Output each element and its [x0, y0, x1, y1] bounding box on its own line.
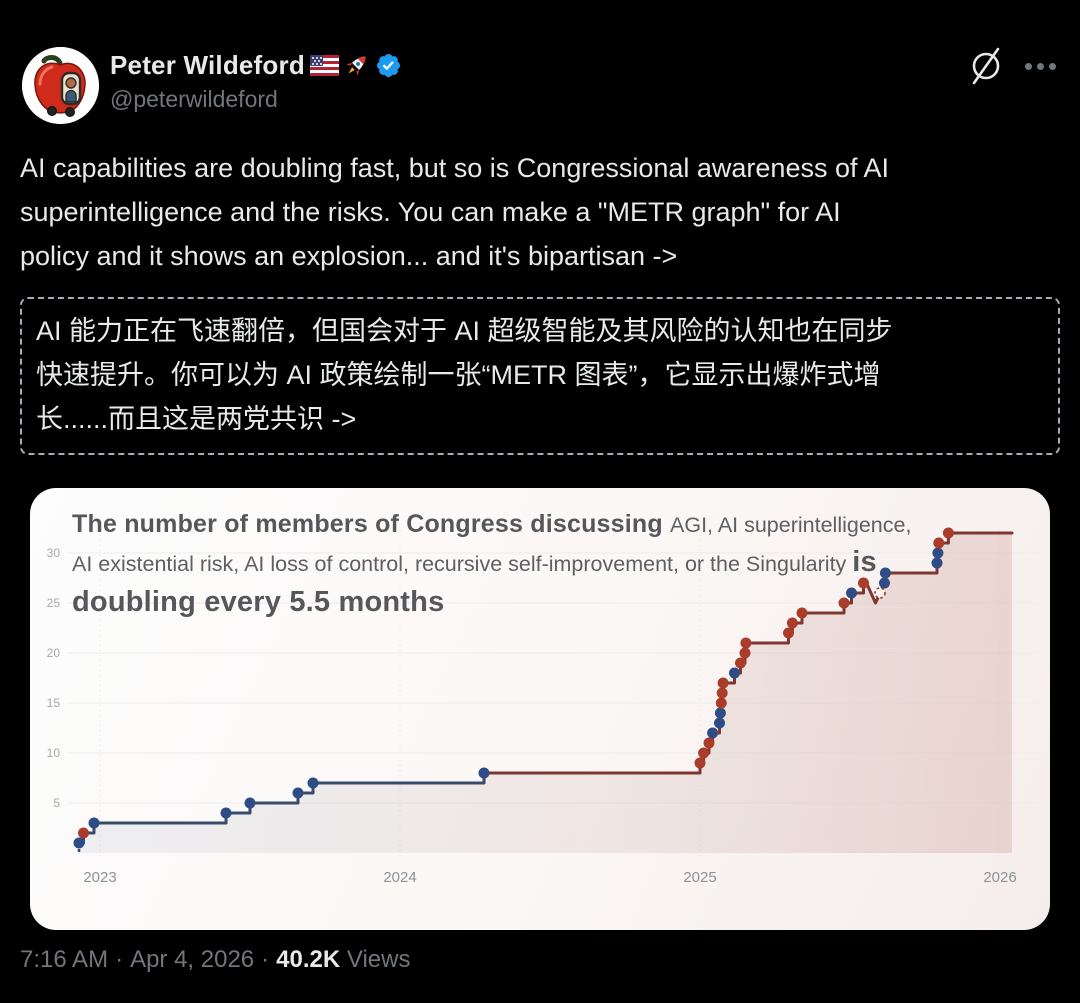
dip-open-marker — [874, 587, 886, 599]
data-point-democrat — [932, 547, 944, 559]
meta-separator: · — [115, 946, 124, 973]
chart-title-text: AGI, AI superintelligence, — [670, 513, 912, 537]
views-count: 40.2K — [276, 946, 341, 973]
more-dot — [1024, 62, 1032, 70]
data-point-republican — [78, 827, 89, 839]
data-point-democrat — [729, 667, 740, 679]
grok-icon — [972, 47, 1000, 85]
data-point-democrat — [714, 717, 725, 729]
data-point-democrat — [220, 807, 232, 819]
avatar[interactable] — [22, 47, 99, 124]
data-point-republican — [698, 747, 710, 759]
tweet-text-line: policy and it shows an explosion... and … — [20, 241, 678, 271]
grok-button[interactable] — [964, 44, 1008, 88]
x-tick-label: 2024 — [383, 869, 416, 886]
data-point-republican — [703, 737, 715, 749]
more-dot — [1036, 62, 1044, 70]
tweet-text-line: superintelligence and the risks. You can… — [20, 197, 841, 227]
tweet-translation-line: AI 能力正在飞速翻倍，但国会对于 AI 超级智能及其风险的认知也在同步 — [36, 316, 893, 346]
views-label: Views — [346, 946, 411, 973]
data-point-democrat — [307, 777, 319, 789]
data-point-republican — [739, 647, 751, 659]
data-point-democrat — [714, 707, 726, 719]
data-point-democrat — [846, 587, 857, 599]
y-tick-label: 25 — [47, 596, 61, 610]
data-point-democrat — [931, 557, 943, 569]
y-tick-label: 20 — [47, 646, 61, 660]
data-point-democrat — [879, 577, 890, 589]
step-line-segment — [482, 761, 702, 775]
y-tick-label: 15 — [47, 696, 61, 710]
step-line-segment — [92, 811, 228, 825]
tweet-text: AI capabilities are doubling fast, but s… — [20, 146, 1066, 278]
step-line-segment — [744, 631, 790, 645]
chart-title-emphasis: doubling every 5.5 months — [72, 586, 445, 618]
data-point-democrat — [73, 837, 85, 849]
x-tick-label: 2026 — [983, 869, 1016, 886]
rocket-emoji — [346, 56, 366, 76]
y-tick-label: 10 — [47, 746, 61, 760]
data-point-democrat — [707, 727, 719, 739]
x-tick-label: 2025 — [683, 869, 716, 886]
data-point-republican — [858, 577, 869, 589]
more-dot — [1048, 62, 1056, 70]
data-point-republican — [838, 597, 850, 609]
x-tick-label: 2023 — [83, 869, 116, 886]
data-point-democrat — [244, 797, 256, 809]
more-options-button[interactable] — [1016, 52, 1064, 80]
area-fill — [79, 533, 1012, 853]
apple-cart-avatar-image — [22, 47, 99, 124]
tweet-media-chart-card[interactable]: 5 10 15 20 25 30 2023 2024 2025 2026 The number o… — [30, 488, 1050, 930]
data-point-republican — [735, 657, 746, 669]
display-name[interactable]: Peter Wildeford — [110, 49, 305, 80]
data-point-republican — [694, 757, 706, 769]
data-point-republican — [796, 607, 808, 619]
y-tick-label: 30 — [47, 546, 61, 560]
tweet-translation-box: AI 能力正在飞速翻倍，但国会对于 AI 超级智能及其风险的认知也在同步 快速提升… — [20, 297, 1060, 455]
chart-title-line: The number of members of Congress discus… — [72, 510, 1012, 539]
data-point-republican — [715, 697, 727, 709]
step-line-segment — [248, 791, 300, 805]
chart-title-emphasis: The number of members of Congress discus… — [72, 510, 671, 538]
data-point-republican — [716, 687, 728, 699]
us-flag-emoji — [309, 54, 339, 76]
data-point-republican — [740, 637, 752, 649]
user-name-row: Peter Wildeford — [110, 48, 402, 82]
meta-separator: · — [261, 946, 270, 973]
chart-title-line: AI existential risk, AI loss of control,… — [72, 546, 1012, 579]
y-tick-label: 5 — [53, 796, 60, 810]
chart-title: The number of members of Congress discus… — [72, 510, 1012, 626]
data-point-republican — [717, 677, 729, 689]
data-point-democrat — [292, 787, 304, 799]
tweet-translation-line: 快速提升。你可以为 AI 政策绘制一张“METR 图表”，它显示出爆炸式增 — [36, 360, 881, 390]
data-point-democrat — [879, 567, 891, 579]
step-line-segment — [311, 771, 486, 785]
tweet-time: 7:16 AM — [20, 946, 109, 973]
data-point-republican — [783, 627, 794, 639]
chart-title-emphasis: is — [852, 546, 877, 578]
data-point-democrat — [478, 767, 490, 779]
tweet-translation-line: 长......而且这是两党共识 -> — [36, 404, 357, 434]
chart-title-line: doubling every 5.5 months — [72, 586, 1012, 619]
data-point-democrat — [88, 817, 100, 829]
data-point-republican — [942, 527, 954, 539]
verified-badge-icon — [376, 53, 400, 77]
data-point-republican — [933, 537, 945, 549]
tweet-text-line: AI capabilities are doubling fast, but s… — [20, 153, 889, 183]
user-handle[interactable]: @peterwildeford — [110, 86, 278, 112]
tweet-meta: 7:16 AM · Apr 4, 2026 · 40.2K Views — [20, 946, 410, 974]
data-point-republican — [786, 617, 798, 629]
chart-title-text: AI existential risk, AI loss of control,… — [72, 552, 853, 576]
tweet-date: Apr 4, 2026 — [130, 946, 255, 973]
